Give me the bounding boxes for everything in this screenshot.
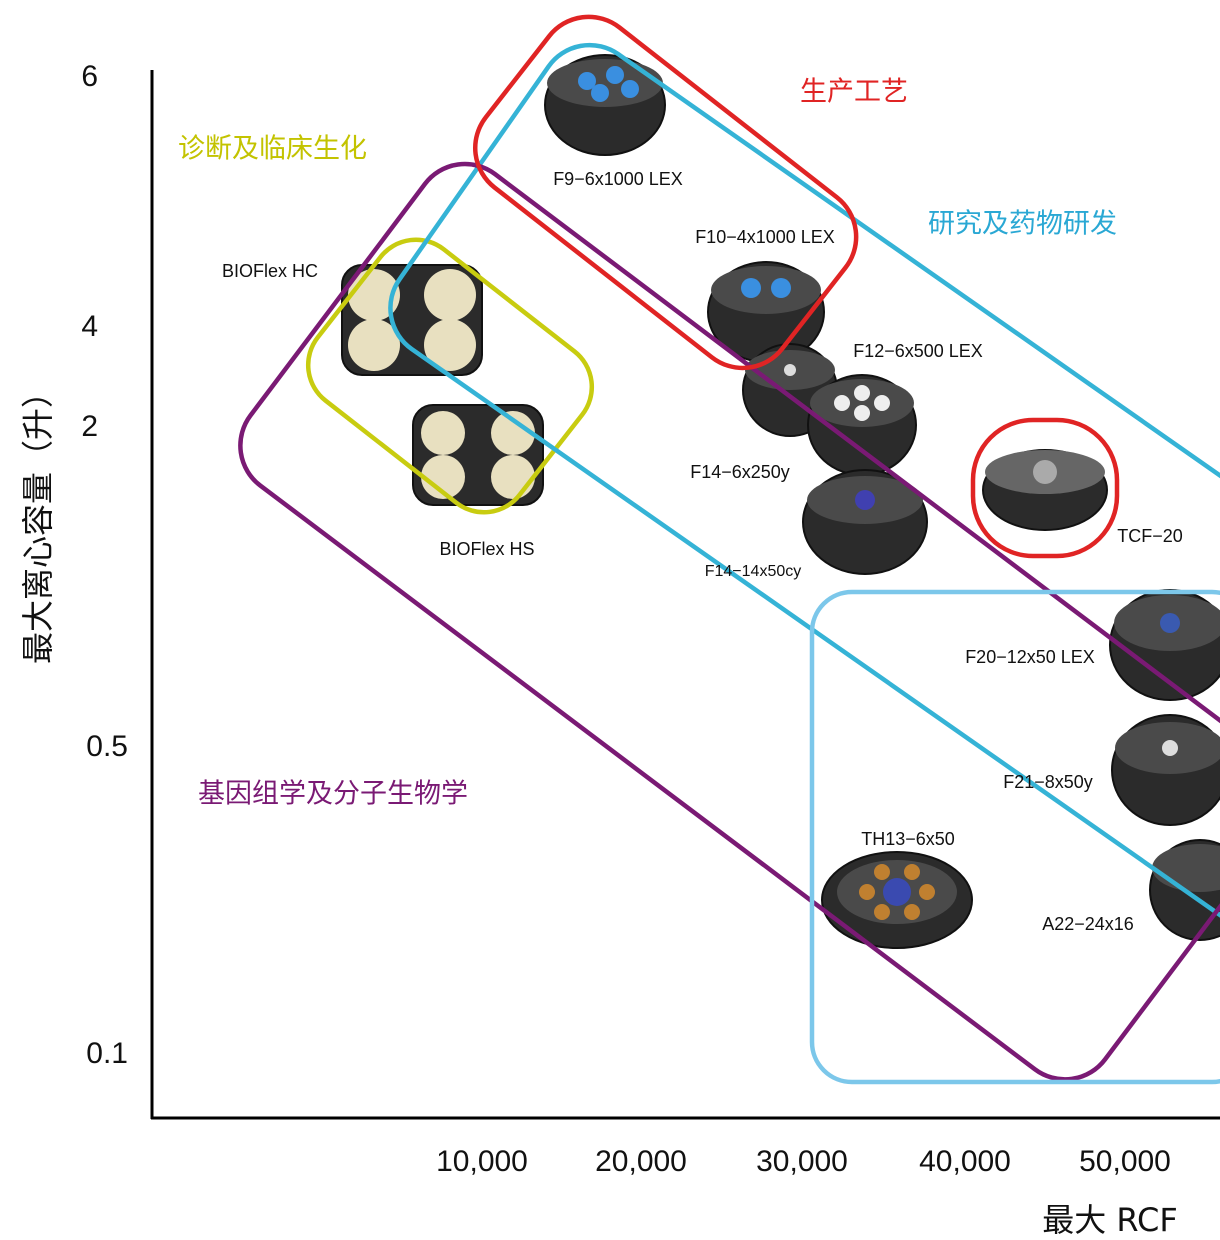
x-tick-label: 20,000 [595,1145,687,1178]
rotor-label: F21−8x50y [1003,772,1093,792]
region-outline [388,42,1220,992]
region-outline [809,589,1220,1085]
rotor-label: F10−4x1000 LEX [695,227,835,247]
region-label: 诊断及临床生化 [178,134,367,165]
region-outline [970,417,1120,559]
rotor-label: A22−24x16 [1042,914,1134,934]
x-tick-label: 10,000 [436,1145,528,1178]
rotor-label: BIOFlex HC [222,261,318,281]
rotor-label: TCF−20 [1117,526,1183,546]
x-tick-label: 30,000 [756,1145,848,1178]
y-tick-label: 6 [81,60,98,93]
y-tick-label: 4 [81,310,98,343]
rotor-label: TH13−6x50 [861,829,955,849]
rotor-label: BIOFlex HS [439,539,534,559]
y-tick-label: 0.1 [86,1037,128,1070]
rotor-label: F9−6x1000 LEX [553,169,683,189]
region-outline [238,161,1220,1082]
region-outline [305,237,595,515]
rotor-label: F14−6x250y [690,462,790,482]
region-outline [472,14,859,371]
region-label: 基因组学及分子生物学 [198,779,468,810]
y-tick-label: 0.5 [86,730,128,763]
rotor-label: F14−14x50cy [705,563,802,580]
y-axis-title: 最大离心容量（升） [19,376,57,664]
y-tick-label: 2 [81,410,98,443]
x-tick-label: 50,000 [1079,1145,1171,1178]
region-label: 研究及药物研发 [928,209,1117,240]
x-axis-title: 最大 RCF [1042,1201,1178,1239]
rotor-label: F20−12x50 LEX [965,647,1095,667]
rotor-icons [341,54,1220,949]
rotor-label: F12−6x500 LEX [853,341,983,361]
region-label: 生产工艺 [800,77,908,108]
x-tick-label: 40,000 [919,1145,1011,1178]
